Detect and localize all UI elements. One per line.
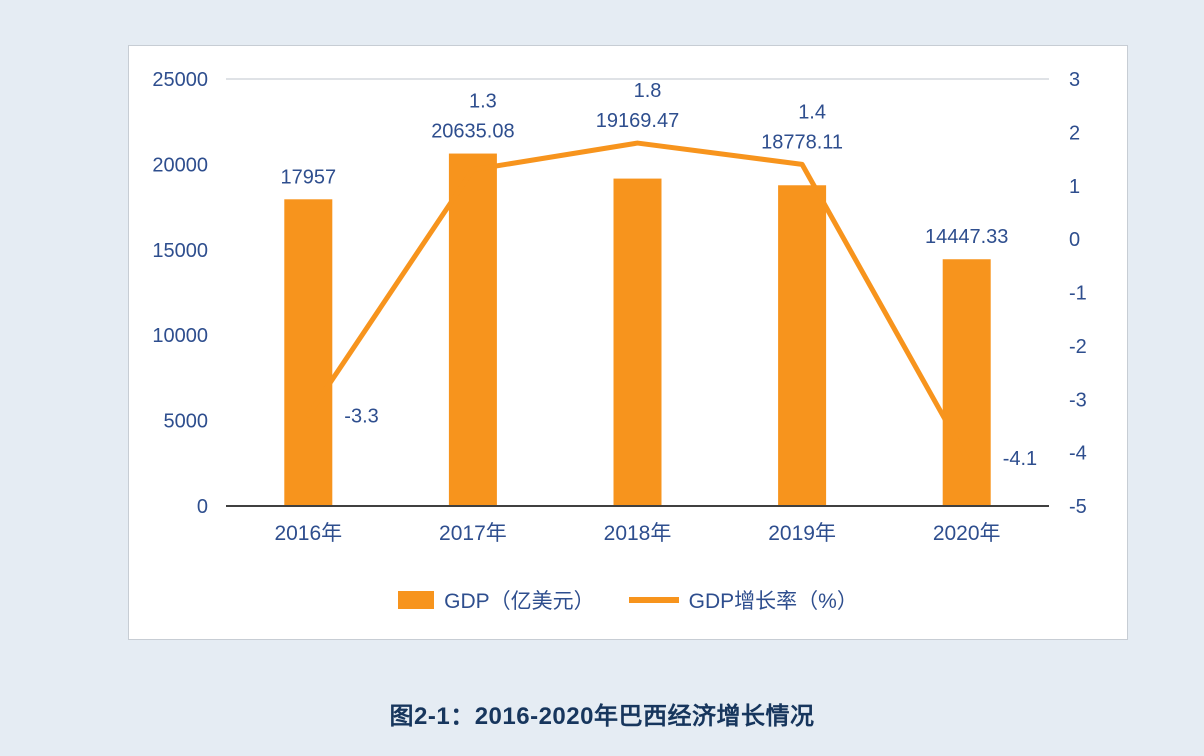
left-axis-tick: 10000 (152, 325, 208, 347)
right-axis-tick: -2 (1069, 336, 1087, 358)
x-axis-label: 2020年 (933, 522, 1001, 545)
gdp-bar (942, 259, 991, 506)
growth-line (305, 140, 970, 461)
growth-value-label: -3.3 (344, 405, 378, 427)
legend-item-growth: GDP增长率（%） (628, 585, 858, 615)
chart-card: 0 5000 10000 15000 20000 25000 3 2 1 0 -1 -2 -3 -4 -5 2… (128, 45, 1128, 640)
x-axis-label: 2017年 (439, 522, 507, 545)
figure-caption: 图2-1：2016-2020年巴西经济增长情况 (389, 703, 815, 730)
right-axis-tick: 2 (1069, 122, 1080, 144)
bar-value-label: 20635.08 (431, 121, 514, 143)
x-axis-label: 2019年 (768, 522, 836, 545)
bar-value-label: 18778.11 (761, 131, 843, 153)
gdp-bar (778, 185, 827, 506)
left-axis-tick: 15000 (152, 240, 208, 262)
right-axis-tick: -3 (1069, 389, 1087, 411)
bar-value-label: 17957 (280, 166, 336, 188)
right-axis-tick: -5 (1069, 496, 1087, 518)
right-axis-tick: -1 (1069, 283, 1087, 305)
growth-value-label: 1.3 (469, 91, 497, 113)
left-axis-tick: 0 (197, 496, 208, 518)
right-axis-tick: 0 (1069, 229, 1080, 251)
gdp-bar (613, 178, 662, 506)
gdp-bar (284, 199, 333, 506)
chart-legend: GDP（亿美元） GDP增长率（%） (129, 585, 1127, 615)
left-axis-tick: 20000 (152, 154, 208, 176)
gdp-bar (448, 153, 497, 506)
bar-value-label: 19169.47 (596, 110, 679, 132)
right-axis-tick: 3 (1069, 69, 1080, 91)
growth-value-label: 1.4 (798, 101, 826, 123)
x-axis-label: 2016年 (274, 522, 342, 545)
line-series-swatch-icon (628, 597, 679, 603)
legend-label-growth: GDP增长率（%） (688, 590, 858, 613)
left-axis-tick: 25000 (152, 69, 208, 91)
legend-label-gdp: GDP（亿美元） (444, 590, 595, 613)
bar-value-label: 14447.33 (925, 226, 1008, 248)
left-axis-tick: 5000 (164, 411, 209, 433)
legend-item-gdp: GDP（亿美元） (398, 585, 595, 615)
right-axis-tick: 1 (1069, 176, 1080, 198)
bar-series-swatch-icon (398, 591, 435, 609)
growth-value-label: -4.1 (1003, 448, 1037, 470)
combo-chart: 0 5000 10000 15000 20000 25000 3 2 1 0 -1 -2 -3 -4 -5 2… (152, 69, 1087, 545)
growth-value-label: 1.8 (634, 80, 662, 102)
right-axis-tick: -4 (1069, 443, 1087, 465)
x-axis-label: 2018年 (604, 522, 672, 545)
